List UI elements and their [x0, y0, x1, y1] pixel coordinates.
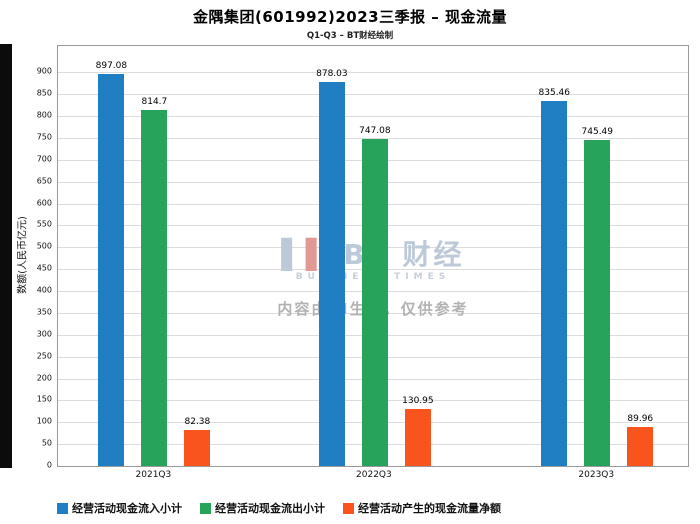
gridline — [58, 72, 688, 74]
left-accent-bar — [0, 44, 12, 468]
x-tick-label: 2021Q3 — [135, 470, 172, 480]
y-tick-label: 200 — [36, 373, 52, 382]
bar-value-label: 814.7 — [141, 96, 168, 107]
y-tick-label: 50 — [41, 438, 52, 448]
y-tick-label: 600 — [36, 198, 52, 207]
y-tick-label: 450 — [36, 263, 52, 273]
y-tick-label: 250 — [36, 351, 52, 361]
y-tick-label: 800 — [36, 110, 52, 120]
y-tick-label: 100 — [36, 416, 52, 426]
gridline — [58, 94, 688, 96]
y-tick-label: 550 — [36, 219, 52, 229]
legend-item: 经营活动现金流入小计 — [57, 500, 182, 516]
x-tick-label: 2023Q3 — [578, 470, 615, 480]
bar-2021Q3-series2: 814.7 — [141, 97, 168, 466]
y-tick-label: 150 — [36, 394, 52, 404]
bar-value-label: 897.08 — [95, 60, 128, 71]
legend-label: 经营活动现金流出小计 — [215, 502, 325, 515]
legend: 经营活动现金流入小计 经营活动现金流出小计 经营活动产生的现金流量净额 — [57, 500, 501, 516]
plot-area: ▌▌ BT 财经 BUSINESS TIMES 内容由AI生成，仅供参考 897… — [57, 45, 689, 467]
legend-swatch — [343, 502, 354, 514]
bar-2023Q3-series1: 835.46 — [539, 88, 570, 466]
chart-title: 金隅集团(601992)2023三季报 – 现金流量 — [192, 8, 508, 26]
y-tick-label: 900 — [36, 66, 52, 76]
bar-2021Q3-series3: 82.38 — [184, 417, 211, 466]
legend-swatch — [57, 502, 68, 514]
bar-value-label: 745.49 — [581, 126, 614, 137]
bar-value-label: 878.03 — [316, 68, 348, 79]
y-tick-label: 300 — [36, 329, 52, 339]
bar-value-label: 89.96 — [627, 413, 654, 424]
gridline — [58, 137, 688, 139]
y-tick-label: 350 — [36, 307, 52, 317]
legend-label: 经营活动现金流入小计 — [72, 502, 182, 515]
bar-value-label: 130.95 — [402, 395, 434, 406]
y-tick-label: 650 — [36, 176, 52, 186]
bar-2021Q3-series1: 897.08 — [96, 61, 127, 466]
legend-item: 经营活动现金流出小计 — [200, 500, 325, 516]
bar-value-label: 82.38 — [184, 416, 211, 427]
y-tick-label: 400 — [36, 285, 52, 295]
gridline — [58, 116, 688, 117]
y-tick-label: 0 — [46, 460, 52, 470]
bar-2022Q3-series1: 878.03 — [316, 69, 348, 466]
bar-value-label: 835.46 — [538, 87, 571, 98]
bar-2022Q3-series2: 747.08 — [359, 126, 391, 466]
chart-subtitle: Q1-Q3 – BT财经绘制 — [306, 31, 394, 41]
y-tick-label: 500 — [36, 241, 52, 251]
y-tick-label: 850 — [36, 88, 52, 98]
legend-item: 经营活动产生的现金流量净额 — [343, 500, 501, 516]
legend-swatch — [200, 502, 211, 514]
legend-label: 经营活动产生的现金流量净额 — [358, 502, 501, 515]
y-tick-label: 700 — [36, 154, 52, 164]
bar-2023Q3-series2: 745.49 — [582, 127, 613, 466]
bt-logo-bar-blue: ▌ — [281, 238, 307, 271]
bar-2023Q3-series3: 89.96 — [627, 414, 654, 466]
x-tick-label: 2022Q3 — [356, 470, 392, 480]
y-tick-label: 750 — [36, 132, 52, 142]
bar-value-label: 747.08 — [359, 126, 391, 137]
bar-2022Q3-series3: 130.95 — [402, 396, 434, 466]
